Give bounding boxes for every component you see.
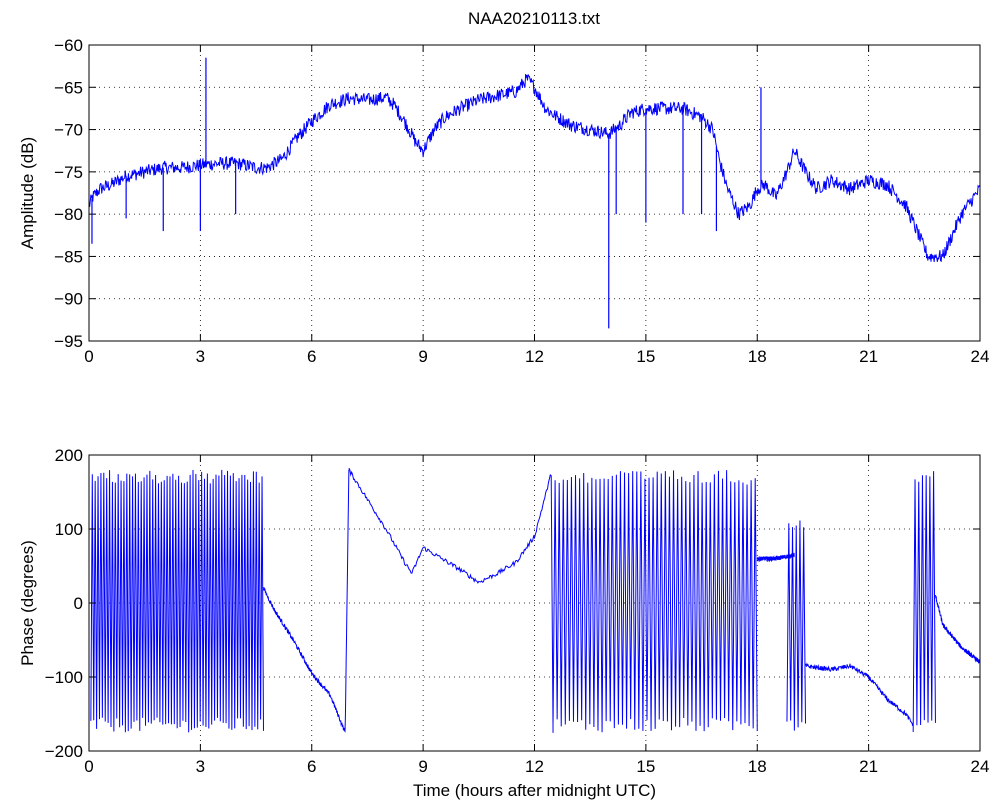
x-tick-label: 9 xyxy=(418,757,427,776)
y-tick-label: −90 xyxy=(54,290,83,309)
amplitude-series-line xyxy=(89,74,980,263)
y-tick-label: −60 xyxy=(54,36,83,55)
plot-area xyxy=(90,467,980,733)
x-tick-label: 0 xyxy=(84,347,93,366)
phase-y-axis-label: Phase (degrees) xyxy=(18,540,37,666)
y-tick-label: −80 xyxy=(54,205,83,224)
amplitude-ticks: 0 3 6 9 12 15 18 21 24 −95 −90 −85 −80 −75 −70 −65 −60 xyxy=(54,36,989,366)
y-tick-label: −65 xyxy=(54,78,83,97)
x-tick-label: 21 xyxy=(859,757,878,776)
y-tick-label: −200 xyxy=(45,742,83,761)
x-tick-label: 15 xyxy=(636,757,655,776)
x-tick-label: 6 xyxy=(307,757,316,776)
x-tick-label: 15 xyxy=(636,347,655,366)
phase-wrap-segment xyxy=(90,469,264,733)
x-tick-label: 21 xyxy=(859,347,878,366)
y-tick-label: 100 xyxy=(55,520,83,539)
amplitude-panel: 0 3 6 9 12 15 18 21 24 −95 −90 −85 −80 −75 −70 −65 −60 A… xyxy=(18,36,989,366)
phase-trend-segment xyxy=(805,662,914,726)
amplitude-plot xyxy=(89,57,980,329)
y-tick-label: 0 xyxy=(74,594,83,613)
y-tick-label: −100 xyxy=(45,668,83,687)
x-tick-label: 6 xyxy=(307,347,316,366)
phase-wrap-segment xyxy=(912,471,936,733)
x-tick-label: 12 xyxy=(525,757,544,776)
x-tick-label: 12 xyxy=(525,347,544,366)
plot-area xyxy=(89,57,980,329)
x-tick-label: 0 xyxy=(84,757,93,776)
phase-ticks: 0 3 6 9 12 15 18 21 24 −200 −100 0 100 200 xyxy=(45,446,990,776)
phase-trend-segment xyxy=(348,467,554,733)
chart-title: NAA20210113.txt xyxy=(468,9,600,28)
x-tick-label: 24 xyxy=(971,347,990,366)
x-tick-label: 18 xyxy=(748,757,767,776)
y-tick-label: −95 xyxy=(54,332,83,351)
phase-grid xyxy=(89,455,980,751)
x-tick-label: 18 xyxy=(748,347,767,366)
amplitude-y-axis-label: Amplitude (dB) xyxy=(18,137,37,249)
phase-wrap-segment xyxy=(786,520,807,731)
y-tick-label: −85 xyxy=(54,247,83,266)
x-tick-label: 24 xyxy=(971,757,990,776)
phase-panel: 0 3 6 9 12 15 18 21 24 −200 −100 0 100 200 Phase (deg… xyxy=(18,446,989,800)
phase-x-axis-label: Time (hours after midnight UTC) xyxy=(413,781,656,800)
y-tick-label: −75 xyxy=(54,163,83,182)
y-tick-label: −70 xyxy=(54,121,83,140)
x-tick-label: 3 xyxy=(196,347,205,366)
x-tick-label: 3 xyxy=(196,757,205,776)
amplitude-grid xyxy=(89,45,980,341)
y-tick-label: 200 xyxy=(55,446,83,465)
phase-trend-segment xyxy=(934,594,980,664)
phase-plot xyxy=(90,467,980,733)
phase-trend-segment xyxy=(262,469,350,733)
x-tick-label: 9 xyxy=(418,347,427,366)
phase-wrap-segment xyxy=(552,470,758,733)
